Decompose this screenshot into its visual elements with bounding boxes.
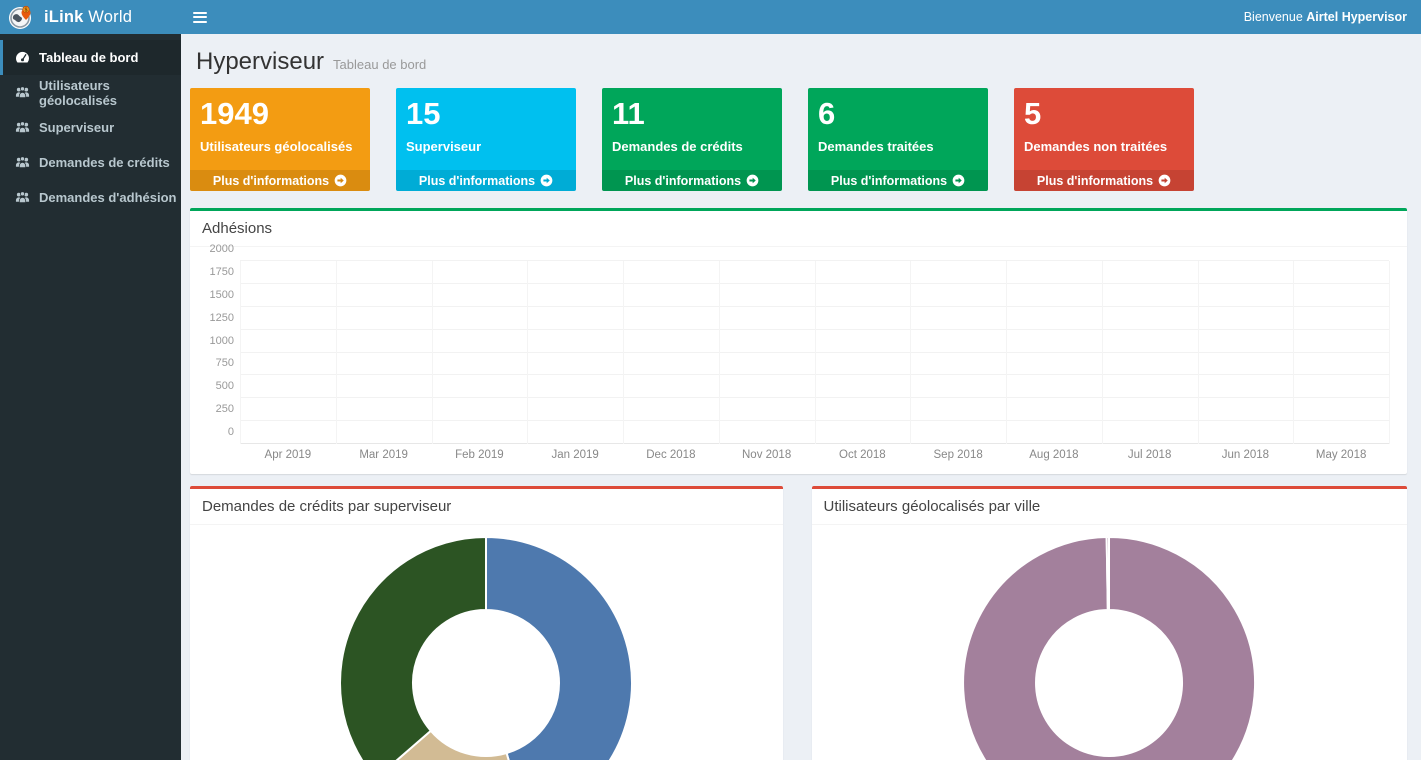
stat-card-2: 15 Superviseur Plus d'informations — [396, 88, 576, 191]
x-axis-tick-label: Feb 2019 — [455, 449, 504, 461]
stat-card-label: Demandes de crédits — [612, 139, 743, 154]
more-info-label: Plus d'informations — [830, 173, 948, 188]
x-axis-tick-label: Sep 2018 — [933, 449, 983, 461]
more-info-link[interactable]: Plus d'informations — [1014, 170, 1194, 191]
dashboard-icon — [15, 51, 30, 64]
sidebar-item-demandes-de-credits[interactable]: Demandes de crédits — [0, 145, 181, 180]
stat-card-value: 15 — [406, 96, 441, 131]
credits-par-superviseur-title: Demandes de crédits par superviseur — [190, 489, 783, 525]
page-title: Hyperviseur — [196, 48, 325, 75]
adhesions-panel: Adhésions 0 250 500 750 1000 1250 1500 1750 2000… — [190, 208, 1407, 474]
sidebar-item-label: Superviseur — [39, 120, 115, 135]
utilisateurs-par-ville-panel: Utilisateurs géolocalisés par ville — [811, 486, 1407, 760]
donut-segment-1 — [485, 535, 634, 760]
stat-card-label: Utilisateurs géolocalisés — [200, 139, 353, 154]
page-subtitle: Tableau de bord — [333, 57, 427, 72]
donut-segment-1 — [962, 535, 1257, 760]
sidebar-item-label: Utilisateurs géolocalisés — [39, 77, 118, 108]
top-navbar: Bienvenue Airtel Hypervisor — [181, 0, 1421, 34]
more-info-link[interactable]: Plus d'informations — [396, 170, 576, 191]
x-axis-tick-label: Jan 2019 — [551, 449, 599, 461]
brand-text: iLink World — [44, 7, 133, 26]
sidebar-item-superviseur[interactable]: Superviseur — [0, 110, 181, 145]
brand-logo[interactable]: $ iLink World — [0, 0, 181, 34]
y-axis-tick-label: 1750 — [209, 265, 234, 278]
adhesions-bar-chart: 0 250 500 750 1000 1250 1500 1750 2000 Apr 2019 Ma… — [200, 243, 1397, 464]
adhesions-panel-title: Adhésions — [190, 211, 1407, 247]
utilisateurs-par-ville-title: Utilisateurs géolocalisés par ville — [811, 489, 1407, 525]
y-axis-tick-label: 1500 — [209, 288, 234, 301]
y-axis-tick-label: 1000 — [209, 334, 234, 347]
x-axis-tick-label: Dec 2018 — [646, 449, 696, 461]
more-info-link[interactable]: Plus d'informations — [602, 170, 782, 191]
bar-group-may-2018 — [1293, 261, 1421, 444]
stat-card-value: 6 — [818, 96, 836, 131]
y-axis-tick-label: 250 — [215, 403, 234, 416]
arrow-circle-right-icon — [952, 174, 965, 187]
donut-charts-row: Demandes de crédits par superviseur Util… — [190, 486, 1407, 760]
main-content: Hyperviseur Tableau de bord 1949 Utilisat… — [181, 34, 1421, 760]
credits-donut-chart — [339, 535, 634, 760]
arrow-circle-right-icon — [540, 174, 553, 187]
more-info-link[interactable]: Plus d'informations — [808, 170, 988, 191]
stat-card-3: 11 Demandes de crédits Plus d'informations — [602, 88, 782, 191]
x-axis-tick-label: Jun 2018 — [1221, 449, 1270, 461]
globe-pin-logo-icon: $ — [8, 4, 34, 30]
x-axis-tick-label: Oct 2018 — [839, 449, 886, 461]
donut-segment-2 — [1105, 535, 1111, 612]
stat-card-4: 6 Demandes traitées Plus d'informations — [808, 88, 988, 191]
stat-card-value: 5 — [1024, 96, 1042, 131]
sidebar-menu: Tableau de bord Utilisateurs géolocalisés… — [0, 40, 181, 215]
users-icon — [15, 156, 30, 169]
arrow-circle-right-icon — [746, 174, 759, 187]
x-axis-tick-label: Apr 2019 — [264, 449, 312, 461]
stat-cards-row: 1949 Utilisateurs géolocalisés Plus d'info… — [190, 88, 1407, 191]
more-info-link[interactable]: Plus d'informations — [190, 170, 370, 191]
donut-segment-3 — [339, 535, 488, 760]
y-axis-tick-label: 2000 — [209, 243, 234, 255]
stat-card-value: 1949 — [200, 96, 269, 131]
sidebar-item-label: Tableau de bord — [39, 50, 139, 65]
page-header: Hyperviseur Tableau de bord — [190, 44, 1407, 88]
users-icon — [15, 121, 30, 134]
x-axis-tick-label: Jul 2018 — [1127, 449, 1172, 461]
sidebar-item-tableau-de-bord[interactable]: Tableau de bord — [0, 40, 181, 75]
hamburger-menu-button[interactable] — [193, 11, 207, 23]
credits-par-superviseur-panel: Demandes de crédits par superviseur — [190, 486, 783, 760]
stat-card-5: 5 Demandes non traitées Plus d'information… — [1014, 88, 1194, 191]
x-axis-tick-label: Mar 2019 — [359, 449, 408, 461]
more-info-label: Plus d'informations — [212, 173, 330, 188]
stat-card-label: Demandes traitées — [818, 139, 934, 154]
stat-card-label: Demandes non traitées — [1024, 139, 1168, 154]
villes-donut-chart — [962, 535, 1257, 760]
sidebar: $ iLink World Tableau de bord Utilisateur… — [0, 0, 181, 760]
users-icon — [15, 191, 30, 204]
arrow-circle-right-icon — [1158, 174, 1171, 187]
y-axis-tick-label: 750 — [215, 357, 234, 370]
users-icon — [15, 86, 30, 99]
donut-segment-2 — [395, 729, 510, 760]
sidebar-item-demandes-d-adhesion[interactable]: Demandes d'adhésion — [0, 180, 181, 215]
sidebar-item-label: Demandes d'adhésion — [39, 190, 177, 205]
stat-card-1: 1949 Utilisateurs géolocalisés Plus d'info… — [190, 88, 370, 191]
arrow-circle-right-icon — [334, 174, 347, 187]
sidebar-item-utilisateurs-geolocalises[interactable]: Utilisateurs géolocalisés — [0, 75, 181, 110]
x-axis-tick-label: Nov 2018 — [742, 449, 792, 461]
svg-text:$: $ — [24, 8, 27, 14]
y-axis-tick-label: 1250 — [209, 311, 234, 324]
more-info-label: Plus d'informations — [624, 173, 742, 188]
sidebar-item-label: Demandes de crédits — [39, 155, 170, 170]
x-axis-tick-label: May 2018 — [1315, 449, 1367, 461]
more-info-label: Plus d'informations — [1036, 173, 1154, 188]
welcome-text: Bienvenue Airtel Hypervisor — [1243, 10, 1407, 24]
stat-card-label: Superviseur — [406, 139, 482, 154]
y-axis-tick-label: 500 — [215, 380, 234, 393]
y-axis-tick-label: 0 — [227, 426, 234, 438]
more-info-label: Plus d'informations — [418, 173, 536, 188]
x-axis-tick-label: Aug 2018 — [1029, 449, 1079, 461]
stat-card-value: 11 — [612, 96, 645, 131]
